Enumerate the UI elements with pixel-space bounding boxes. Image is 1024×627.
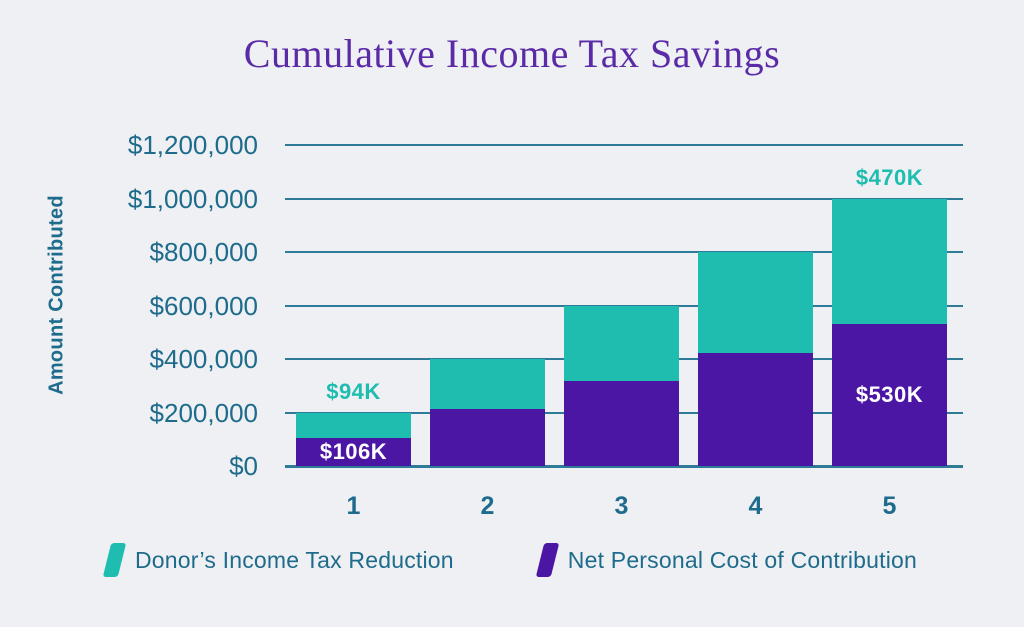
legend: Donor’s Income Tax Reduction Net Persona… bbox=[0, 543, 1024, 577]
purple-swatch-icon bbox=[535, 543, 560, 577]
gridline bbox=[285, 197, 963, 200]
x-axis-tick-label: 1 bbox=[346, 492, 361, 520]
x-axis-tick-label: 5 bbox=[882, 492, 897, 520]
y-axis-tick-label: $800,000 bbox=[149, 237, 258, 267]
bar-segment-tax-reduction bbox=[832, 198, 947, 325]
bar-segment-tax-reduction bbox=[564, 305, 679, 381]
bar-value-label: $530K bbox=[855, 382, 924, 408]
y-axis-tick-label: $1,200,000 bbox=[127, 130, 258, 160]
bar-segment-tax-reduction bbox=[430, 359, 545, 410]
gridline bbox=[285, 144, 963, 146]
gridline bbox=[285, 465, 963, 468]
bar-value-label: $94K bbox=[326, 378, 381, 404]
bar-segment-net-cost bbox=[430, 409, 545, 466]
bar-segment-net-cost bbox=[698, 352, 813, 466]
gridline bbox=[285, 251, 963, 253]
bar-segment-net-cost bbox=[296, 437, 411, 466]
legend-item-net-cost: Net Personal Cost of Contribution bbox=[535, 543, 918, 577]
chart-title: Cumulative Income Tax Savings bbox=[243, 31, 781, 76]
bar-segment-tax-reduction bbox=[698, 252, 813, 353]
bar-segment-net-cost bbox=[832, 324, 947, 466]
x-axis-tick-label: 2 bbox=[480, 492, 495, 520]
legend-item-tax-reduction: Donor’s Income Tax Reduction bbox=[102, 543, 454, 577]
bar-value-label: $106K bbox=[319, 438, 388, 464]
bar-segment-net-cost bbox=[564, 380, 679, 466]
legend-label-net-cost: Net Personal Cost of Contribution bbox=[567, 546, 918, 573]
teal-swatch-icon bbox=[102, 543, 127, 577]
x-axis-tick-label: 3 bbox=[614, 492, 629, 520]
y-axis-tick-label: $400,000 bbox=[149, 344, 258, 374]
bar-value-label: $470K bbox=[855, 164, 924, 190]
y-axis-tick-label: $200,000 bbox=[149, 397, 258, 428]
y-axis-tick-label: $1,000,000 bbox=[127, 183, 258, 214]
y-axis-tick-label: $0 bbox=[229, 451, 258, 481]
legend-label-tax-reduction: Donor’s Income Tax Reduction bbox=[134, 546, 454, 573]
y-axis-tick-label: $600,000 bbox=[149, 290, 258, 321]
x-axis-tick-label: 4 bbox=[748, 492, 763, 520]
bar-segment-tax-reduction bbox=[296, 412, 411, 438]
